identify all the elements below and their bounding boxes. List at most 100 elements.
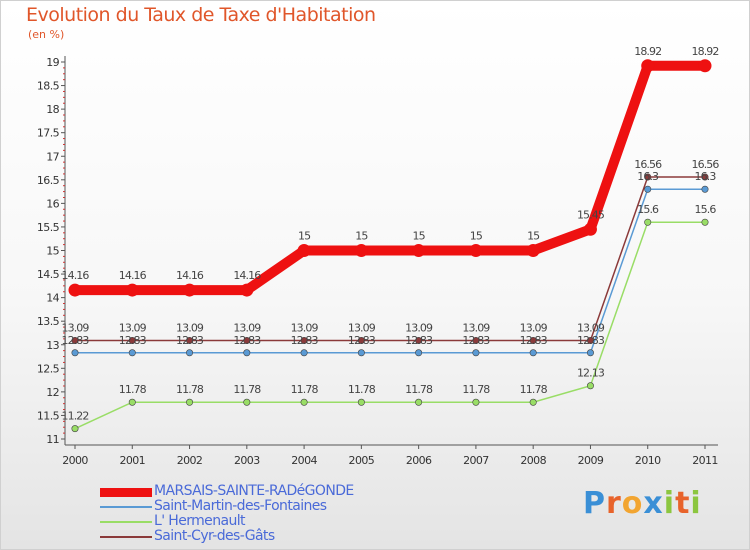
data-label: 15 [413,230,426,243]
y-tick-label: 18 [46,103,59,116]
data-label: 12.83 [348,334,376,347]
data-point [701,218,709,226]
legend-label: Saint-Martin-des-Fontaines [154,498,327,514]
data-point [644,218,652,226]
data-label: 14.16 [233,269,261,282]
data-point [71,349,79,357]
legend-swatch [100,506,152,508]
x-tick-label: 2000 [62,454,88,467]
legend-swatch [100,487,152,497]
x-tick-label: 2003 [234,454,260,467]
data-label: 14.16 [119,269,147,282]
y-tick-label: 15.5 [37,221,60,234]
y-tick-label: 12 [46,386,59,399]
data-label: 11.78 [176,383,204,396]
logo-letter: t [675,486,691,521]
logo-letter: i [690,486,702,521]
data-point [586,337,594,345]
legend-label: MARSAIS-SAINTE-RADéGONDE [154,483,354,499]
logo-letter: r [606,486,622,521]
y-tick-label: 11.5 [37,409,60,422]
data-point [240,283,254,297]
data-label: 13.09 [577,322,605,335]
legend-swatch [100,521,152,523]
data-label: 13.09 [462,322,490,335]
data-point [243,337,251,345]
data-point [529,398,537,406]
y-tick-label: 15 [46,245,59,258]
logo-letter: P [583,486,606,521]
x-tick-label: 2005 [349,454,375,467]
data-label: 12.83 [405,334,433,347]
y-tick-label: 14 [46,292,59,305]
data-point [472,337,480,345]
data-label: 18.92 [692,45,719,58]
data-point [415,349,423,357]
data-point [186,398,194,406]
data-label: 11.78 [291,383,319,396]
data-label: 15 [470,230,483,243]
data-label: 13.09 [405,322,433,335]
data-point [357,337,365,345]
data-point [300,398,308,406]
data-label: 16.56 [692,158,720,171]
data-point [415,398,423,406]
data-point [644,173,652,181]
unit-label: (en %) [28,28,65,41]
data-label: 16.3 [637,170,659,183]
data-point [701,173,709,181]
x-tick-label: 2010 [635,454,661,467]
data-label: 11.78 [405,383,433,396]
data-label: 15.6 [637,203,659,216]
data-point [357,349,365,357]
proxiti-logo: Proxiti [583,486,702,521]
data-label: 13.09 [62,322,90,335]
x-tick-label: 2007 [463,454,489,467]
data-point [354,244,368,257]
data-point [644,185,652,193]
logo-letter: i [663,486,676,521]
data-point [243,398,251,406]
data-point [586,382,594,390]
data-point [68,283,82,297]
chart-title: Evolution du Taux de Taxe d'Habitation [26,4,376,26]
data-point [128,398,136,406]
x-tick-label: 2006 [406,454,432,467]
data-label: 15 [355,230,368,243]
data-label: 12.83 [577,334,605,347]
x-tick-label: 2004 [291,454,317,467]
data-label: 11.78 [520,383,548,396]
series-marsais-sainte-rad-gonde [68,59,712,297]
data-point [698,59,712,73]
data-label: 11.22 [62,410,89,423]
y-tick-label: 13 [46,339,59,352]
data-label: 14.16 [62,269,90,282]
data-label: 11.78 [233,383,261,396]
x-tick-label: 2008 [520,454,546,467]
data-point [529,349,537,357]
data-point [243,349,251,357]
series-line [75,188,705,354]
data-label: 13.09 [291,322,319,335]
series-line [74,221,705,430]
data-point [186,337,194,345]
data-point [128,349,136,357]
x-tick-label: 2001 [119,454,145,467]
data-point [183,283,197,297]
series-saint-martin-des-fontaines [71,185,709,357]
data-point [641,59,655,73]
data-point [526,244,540,257]
y-tick-label: 17.5 [37,127,60,140]
data-label: 11.78 [119,383,147,396]
data-label: 12.83 [62,334,90,347]
data-point [125,283,139,297]
data-label: 12.83 [233,334,261,347]
y-tick-label: 12.5 [37,362,60,375]
y-tick-label: 17 [46,150,59,163]
series-l-hermenault [71,218,709,433]
data-label: 11.78 [348,383,376,396]
y-tick-label: 11 [46,433,59,446]
data-label: 12.83 [176,334,204,347]
data-point [583,222,597,236]
data-label: 18.92 [634,45,661,58]
